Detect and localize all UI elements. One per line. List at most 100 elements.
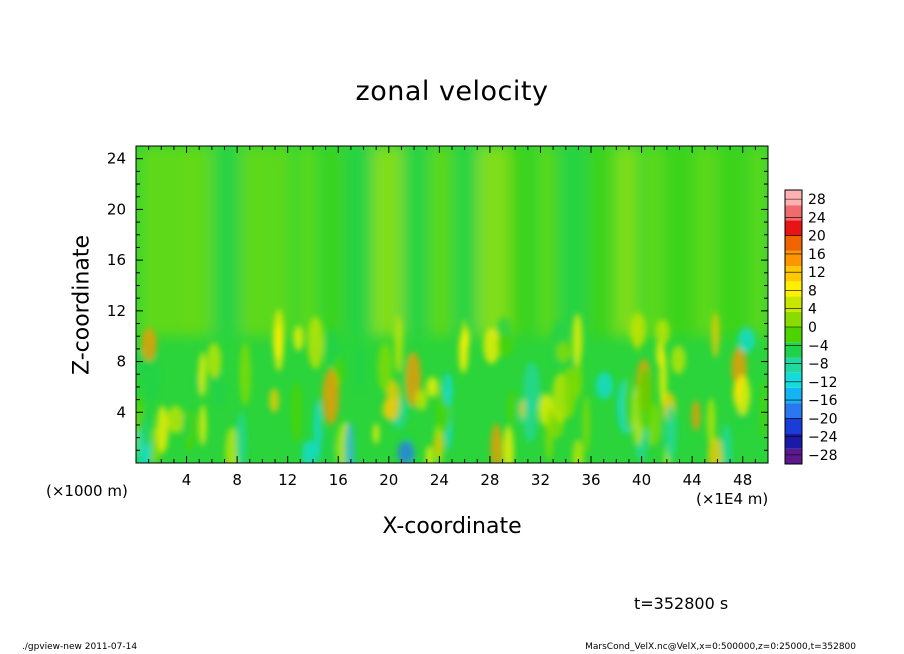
field-cell [156,405,169,454]
x-tick-label: 48 [733,471,752,489]
x-tick-label: 16 [329,471,348,489]
y-tick-label: 12 [107,302,126,320]
heatmap-cells [136,307,767,463]
chart-title: zonal velocity [355,76,549,107]
x-tick-label: 12 [278,471,297,489]
field-cell [323,329,340,368]
colorbar-segment [785,433,802,449]
field-cell [760,378,767,440]
field-cell [394,315,404,374]
field-cell [385,379,401,421]
colorbar-label: 8 [808,283,817,299]
field-cell [372,423,380,445]
y-tick-label: 24 [107,150,126,168]
field-cell [397,440,415,463]
field-cell [236,412,247,463]
field-cell [461,326,470,350]
field-cell [623,375,634,431]
x-tick-label: 24 [430,471,449,489]
y-tick-label: 4 [116,403,126,421]
colorbar-label: −12 [808,375,838,391]
colorbar-segment [785,403,802,419]
x-axis-label: X-coordinate [382,514,522,539]
x-tick-label: 40 [632,471,651,489]
colorbar-label: −28 [808,448,838,464]
field-cell [141,407,152,447]
field-cell [239,342,252,406]
colorbar-label: −24 [808,430,838,446]
field-streak [695,146,717,337]
field-cell [167,405,184,434]
field-cell [671,345,686,375]
colorbar-label: 0 [808,320,817,336]
field-streak [429,146,452,337]
x-scale-label: (×1E4 m) [696,490,769,508]
footer-data-source: MarsCond_VelX.nc@VelX,x=0:500000,z=0:250… [585,642,856,652]
field-streak [158,146,193,337]
field-streak [508,146,532,337]
field-cell [415,389,428,411]
colorbar-segment [785,387,802,404]
field-cell [655,319,670,346]
field-streak [298,146,317,337]
time-label: t=352800 s [634,594,729,613]
y-tick-label: 20 [107,200,126,218]
field-cell [562,366,577,419]
field-cell [225,427,239,463]
y-tick-label: 16 [107,251,126,269]
colorbar-label: 16 [808,247,826,263]
x-tick-label: 8 [232,471,242,489]
colorbar-segment [785,342,802,358]
x-tick-label: 36 [581,471,600,489]
field-cell [206,342,222,379]
y-axis: 4 8 12 16 20 24 [107,150,768,451]
field-cell [711,311,720,358]
field-streak [325,146,344,337]
field-cell [198,351,207,398]
field-cell [572,313,583,366]
field-cell [734,374,751,415]
field-cell [523,398,537,443]
x-tick-label: 4 [182,471,192,489]
field-cell [582,395,591,453]
field-streak [346,146,376,337]
colorbar-label: −16 [808,393,838,409]
field-cell [637,367,654,430]
field-cell [629,313,647,347]
field-cell [355,344,365,393]
field-streak [614,146,639,337]
heatmap-upper-streaks [138,146,768,337]
colorbar-segment [785,250,802,267]
colorbar-segment [785,266,802,282]
field-cell [307,316,324,370]
field-cell [377,342,393,393]
field-cell [199,404,207,446]
colorbar-segment [785,296,802,312]
field-streak [751,146,768,337]
colorbar-segment [785,220,802,236]
field-cell [301,440,318,463]
colorbar-segment [785,327,802,343]
field-cell [490,423,502,463]
field-streak [478,146,510,337]
field-cell [433,423,444,463]
field-cell [691,400,701,432]
field-cell [720,423,733,463]
y-tick-label: 8 [116,353,126,371]
field-cell [664,405,678,461]
field-streak [212,146,245,337]
colorbar-segment [785,190,802,206]
field-cell [737,327,756,353]
colorbar-label: 4 [808,302,817,318]
field-streak [372,146,403,337]
colorbar-segment [785,357,802,373]
colorbar-segment [785,311,802,327]
footer-program-info: ./gpview-new 2011-07-14 [22,642,138,652]
colorbar-segment [785,372,802,388]
field-cell [293,325,304,351]
field-cell [544,407,554,462]
field-cell [344,422,355,463]
colorbar-segment [785,418,802,434]
colorbar-segment [785,205,802,221]
